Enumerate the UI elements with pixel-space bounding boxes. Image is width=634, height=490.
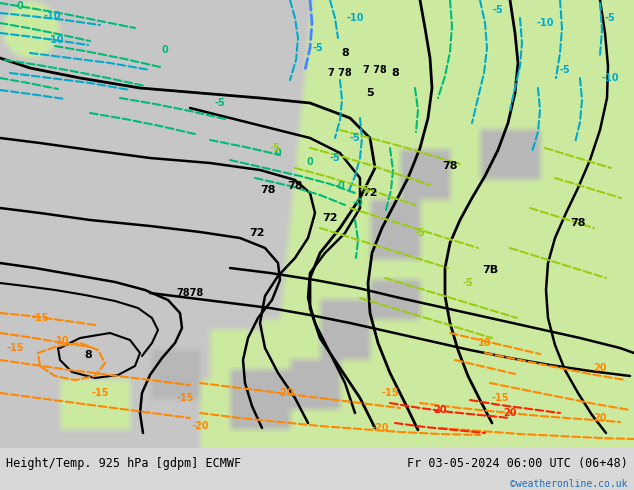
Text: -5: -5: [215, 98, 225, 108]
Text: 8: 8: [84, 350, 92, 360]
Text: -20: -20: [372, 423, 389, 433]
Text: 7 78: 7 78: [328, 68, 352, 78]
Text: 10: 10: [56, 336, 70, 346]
Text: -5: -5: [415, 228, 425, 238]
Text: -20: -20: [276, 388, 294, 398]
Text: Height/Temp. 925 hPa [gdpm] ECMWF: Height/Temp. 925 hPa [gdpm] ECMWF: [6, 458, 242, 470]
Text: 20: 20: [593, 363, 607, 373]
Text: 8: 8: [391, 68, 399, 78]
Text: -5: -5: [493, 5, 503, 15]
Text: 78: 78: [443, 161, 458, 171]
Text: ©weatheronline.co.uk: ©weatheronline.co.uk: [510, 479, 628, 489]
Text: -5: -5: [560, 65, 571, 75]
Text: -5: -5: [349, 133, 360, 143]
Text: -0: -0: [335, 181, 346, 191]
Text: 72: 72: [249, 228, 265, 238]
Text: -5: -5: [330, 153, 340, 163]
Text: 78: 78: [287, 181, 303, 191]
Text: -10: -10: [536, 18, 553, 28]
Text: 0: 0: [16, 1, 23, 11]
Text: -5: -5: [269, 143, 280, 153]
Text: 78: 78: [260, 185, 276, 195]
Text: 0: 0: [275, 148, 281, 158]
Text: -5: -5: [313, 43, 323, 53]
Text: -10: -10: [601, 73, 619, 83]
Text: 72: 72: [362, 188, 378, 198]
Text: -15: -15: [381, 388, 399, 398]
Text: 0: 0: [307, 157, 313, 167]
Text: -10: -10: [346, 13, 364, 23]
Text: -15: -15: [6, 343, 23, 353]
Text: -15: -15: [31, 313, 49, 323]
Text: 78: 78: [570, 218, 586, 228]
Text: 7 78: 7 78: [363, 65, 387, 75]
Text: 0: 0: [162, 45, 169, 55]
Text: 7878: 7878: [176, 288, 204, 298]
Text: -5: -5: [463, 278, 474, 288]
Text: 20: 20: [433, 405, 447, 415]
Text: -20: -20: [191, 421, 209, 431]
Text: -15: -15: [176, 393, 194, 403]
Text: Fr 03-05-2024 06:00 UTC (06+48): Fr 03-05-2024 06:00 UTC (06+48): [407, 458, 628, 470]
Text: -5: -5: [359, 185, 370, 195]
Text: 72: 72: [322, 213, 338, 223]
Text: -10: -10: [43, 11, 61, 21]
Text: -15: -15: [91, 388, 109, 398]
Text: 20: 20: [593, 413, 607, 423]
Text: -10: -10: [46, 35, 64, 45]
Text: 20: 20: [503, 408, 517, 418]
Text: 7B: 7B: [482, 265, 498, 275]
Text: -5: -5: [605, 13, 616, 23]
Text: 10: 10: [478, 338, 492, 348]
Text: -15: -15: [491, 393, 508, 403]
Text: 5: 5: [366, 88, 374, 98]
Text: 8: 8: [341, 48, 349, 58]
Text: -0: -0: [353, 198, 363, 208]
